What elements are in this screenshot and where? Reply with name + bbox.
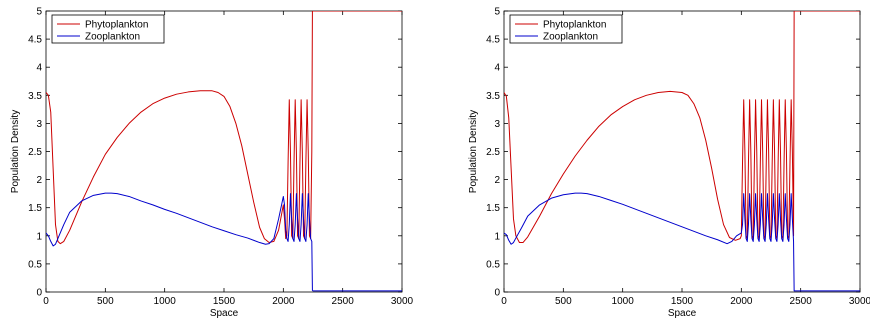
y-tick-label: 2.5 (28, 147, 42, 158)
legend (509, 14, 623, 44)
x-tick-label: 1500 (671, 296, 694, 307)
y-tick-label: 1 (36, 231, 42, 242)
y-tick-label: 0.5 (28, 259, 42, 270)
chart-right: 0 500 1000 1500 2000 2500 3000 0 0.5 1 1.5 2 2.5 3 3.5… (468, 7, 870, 320)
legend (51, 14, 165, 44)
plot-area (503, 10, 861, 293)
x-tick-label: 3000 (391, 296, 414, 307)
legend-label-zooplankton: Zooplankton (85, 32, 140, 43)
x-tick-label: 1000 (154, 296, 177, 307)
chart-left: 0 500 1000 1500 2000 2500 3000 0 0.5 1 1.5 2 2.5 3 3.5… (10, 7, 414, 320)
series-line-zooplankton (46, 192, 402, 292)
legend-label-phytoplankton: Phytoplankton (543, 20, 606, 31)
x-tick-label: 500 (97, 296, 114, 307)
x-tick-label: 0 (43, 296, 49, 307)
y-tick-label: 2 (494, 175, 500, 186)
y-tick-label: 3.5 (486, 91, 500, 102)
x-tick-label: 2500 (790, 296, 813, 307)
y-tick-label: 1.5 (486, 203, 500, 214)
y-tick-label: 4.5 (28, 35, 42, 46)
y-tick-label: 1.5 (28, 203, 42, 214)
y-tick-label: 4 (36, 63, 42, 74)
series-line-phytoplankton (46, 11, 402, 245)
x-tick-label: 2000 (730, 296, 753, 307)
legend-label-phytoplankton: Phytoplankton (85, 20, 148, 31)
y-tick-label: 2 (36, 175, 42, 186)
y-tick-label: 5 (36, 7, 42, 18)
x-tick-label: 1500 (213, 296, 236, 307)
x-tick-label: 1000 (612, 296, 635, 307)
legend-label-zooplankton: Zooplankton (543, 32, 598, 43)
y-tick-label: 0 (36, 288, 42, 299)
series-line-phytoplankton (504, 11, 860, 244)
y-tick-label: 3.5 (28, 91, 42, 102)
x-axis-label: Space (210, 308, 239, 319)
y-tick-label: 3 (494, 119, 500, 130)
series-line-zooplankton (504, 192, 860, 292)
x-tick-label: 0 (501, 296, 507, 307)
y-tick-label: 0 (494, 288, 500, 299)
y-tick-label: 4.5 (486, 35, 500, 46)
x-tick-label: 2000 (272, 296, 295, 307)
x-axis-label: Space (668, 308, 697, 319)
y-tick-label: 0.5 (486, 259, 500, 270)
y-tick-label: 4 (494, 63, 500, 74)
x-tick-label: 3000 (849, 296, 870, 307)
y-axis-label: Population Density (10, 110, 21, 193)
x-tick-label: 2500 (332, 296, 355, 307)
y-tick-label: 2.5 (486, 147, 500, 158)
plot-area (45, 10, 403, 293)
x-tick-label: 500 (555, 296, 572, 307)
y-tick-label: 5 (494, 7, 500, 18)
y-axis-label: Population Density (468, 110, 479, 193)
y-tick-label: 1 (494, 231, 500, 242)
y-tick-label: 3 (36, 119, 42, 130)
